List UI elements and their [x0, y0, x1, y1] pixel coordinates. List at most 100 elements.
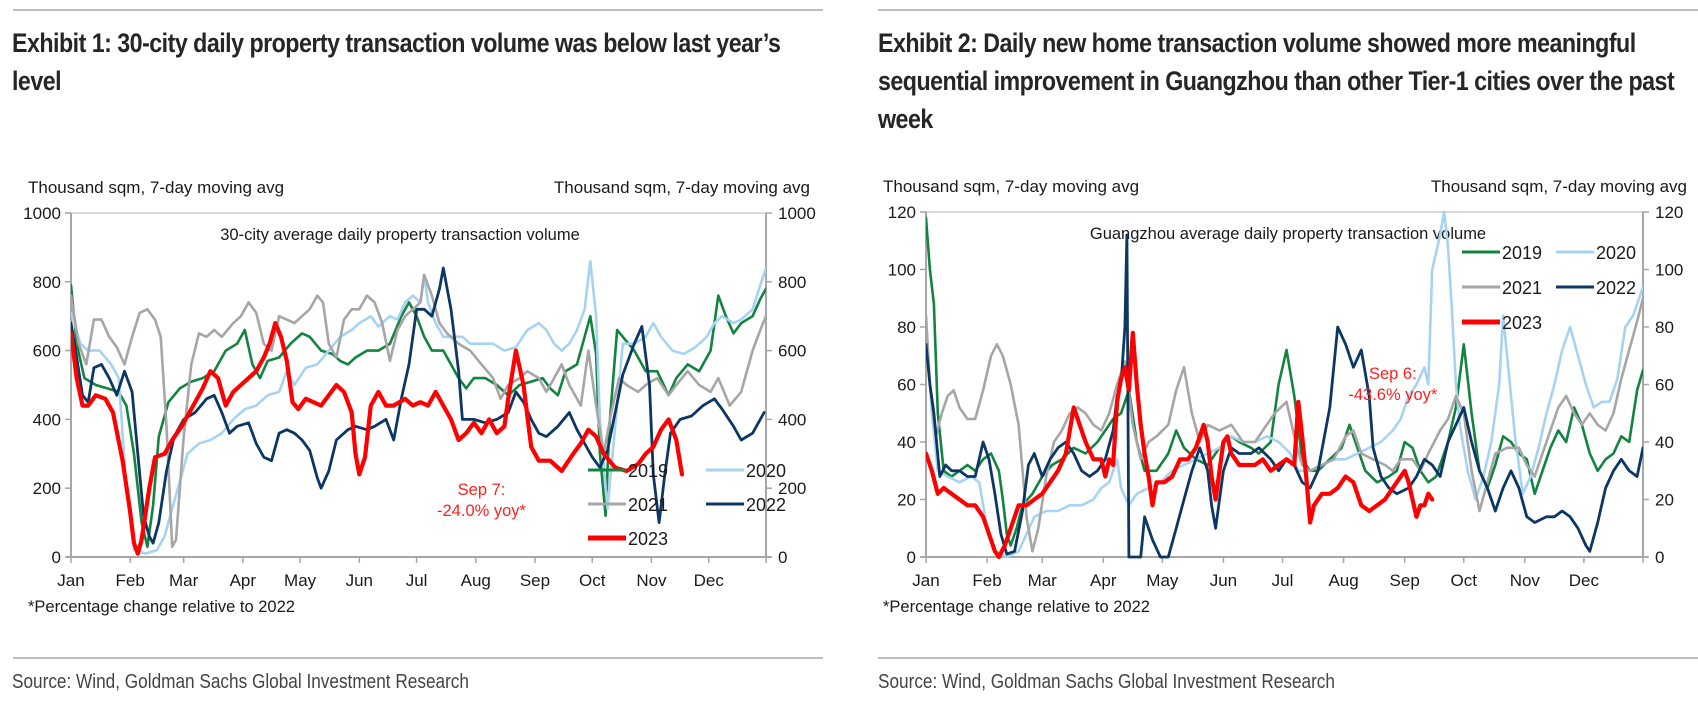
exhibit-1-source: Source: Wind, Goldman Sachs Global Inves… — [12, 671, 469, 693]
legend-item-2021: 2021 — [1462, 278, 1542, 298]
yoy-annotation: Sep 6: — [1369, 365, 1417, 383]
right-y-tick-label: 200 — [778, 479, 806, 498]
right-axis-title: Thousand sqm, 7-day moving avg — [554, 178, 810, 197]
series-line-2021 — [71, 273, 766, 548]
top-divider — [878, 9, 1698, 11]
x-tick-label: Mar — [169, 571, 199, 590]
series-line-2019 — [926, 216, 1643, 547]
x-tick-label: Jul — [1272, 571, 1294, 590]
legend-label-2021: 2021 — [628, 495, 668, 515]
left-y-tick-label: 60 — [897, 376, 916, 395]
left-y-tick-label: 200 — [33, 479, 61, 498]
left-y-tick-label: 800 — [33, 273, 61, 292]
legend-label-2019: 2019 — [1502, 243, 1542, 263]
legend-label-2020: 2020 — [1596, 243, 1636, 263]
exhibit-2-title: Exhibit 2: Daily new home transaction vo… — [878, 28, 1675, 134]
legend-item-2020: 2020 — [706, 461, 786, 481]
legend-label-2023: 2023 — [1502, 313, 1542, 333]
left-axis-title: Thousand sqm, 7-day moving avg — [28, 178, 284, 197]
x-tick-label: Apr — [1090, 571, 1117, 590]
right-y-tick-label: 120 — [1655, 203, 1683, 222]
left-y-tick-label: 40 — [897, 433, 916, 452]
x-tick-label: Aug — [1328, 571, 1358, 590]
x-tick-label: Jan — [912, 571, 939, 590]
exhibit-2-chart: Thousand sqm, 7-day moving avg Thousand s… — [883, 177, 1687, 616]
left-y-tick-label: 600 — [33, 342, 61, 361]
right-y-tick-label: 80 — [1655, 318, 1674, 337]
right-y-tick-label: 100 — [1655, 261, 1683, 280]
footnote: *Percentage change relative to 2022 — [28, 598, 295, 616]
right-y-tick-label: 400 — [778, 410, 806, 429]
x-tick-label: Feb — [972, 571, 1001, 590]
x-tick-label: Sep — [1390, 571, 1420, 590]
left-y-tick-label: 400 — [33, 410, 61, 429]
x-tick-label: Dec — [694, 571, 725, 590]
legend-label-2022: 2022 — [746, 495, 786, 515]
x-tick-label: Jan — [57, 571, 84, 590]
legend-item-2023: 2023 — [588, 529, 668, 549]
series-line-2022 — [926, 233, 1643, 559]
right-axis-title: Thousand sqm, 7-day moving avg — [1431, 177, 1687, 196]
exhibit-1-chart: Thousand sqm, 7-day moving avg Thousand s… — [23, 178, 816, 616]
x-tick-label: May — [284, 571, 317, 590]
legend-item-2023: 2023 — [1462, 313, 1542, 333]
x-tick-label: Oct — [1451, 571, 1478, 590]
x-tick-label: Dec — [1569, 571, 1600, 590]
exhibit-2-source: Source: Wind, Goldman Sachs Global Inves… — [878, 671, 1335, 693]
left-y-tick-label: 80 — [897, 318, 916, 337]
left-y-tick-label: 0 — [52, 548, 61, 567]
x-tick-label: Apr — [230, 571, 257, 590]
right-y-tick-label: 0 — [778, 548, 787, 567]
legend-item-2019: 2019 — [1462, 243, 1542, 263]
right-y-tick-label: 1000 — [778, 204, 816, 223]
top-divider — [13, 9, 823, 11]
exhibit-1-title: Exhibit 1: 30-city daily property transa… — [12, 28, 781, 96]
left-y-tick-label: 20 — [897, 491, 916, 510]
legend-item-2021: 2021 — [588, 495, 668, 515]
x-tick-label: Sep — [520, 571, 550, 590]
right-y-tick-label: 0 — [1655, 548, 1664, 567]
yoy-annotation: Sep 7: — [458, 481, 506, 499]
x-tick-label: Jun — [346, 571, 373, 590]
series-line-2021 — [926, 297, 1643, 553]
legend-label-2021: 2021 — [1502, 278, 1542, 298]
chart-inner-title: 30-city average daily property transacti… — [220, 226, 580, 244]
x-tick-label: Nov — [1510, 571, 1541, 590]
yoy-annotation: -43.6% yoy* — [1348, 386, 1438, 404]
chart-inner-title: Guangzhou average daily property transac… — [1090, 225, 1486, 243]
yoy-annotation: -24.0% yoy* — [437, 502, 527, 520]
legend-label-2022: 2022 — [1596, 278, 1636, 298]
legend-label-2023: 2023 — [628, 529, 668, 549]
bottom-divider — [13, 657, 823, 659]
series-line-2020 — [926, 210, 1643, 559]
right-y-tick-label: 20 — [1655, 491, 1674, 510]
legend-item-2019: 2019 — [588, 461, 668, 481]
left-y-tick-label: 120 — [888, 203, 916, 222]
left-y-tick-label: 0 — [907, 548, 916, 567]
legend-item-2020: 2020 — [1556, 243, 1636, 263]
series-line-2023 — [926, 330, 1435, 559]
right-y-tick-label: 40 — [1655, 433, 1674, 452]
footnote: *Percentage change relative to 2022 — [883, 598, 1150, 616]
legend-item-2022: 2022 — [706, 495, 786, 515]
exhibit-2-panel: Exhibit 2: Daily new home transaction vo… — [868, 0, 1698, 703]
x-tick-label: Jun — [1210, 571, 1237, 590]
x-tick-label: Nov — [636, 571, 667, 590]
legend-label-2019: 2019 — [628, 461, 668, 481]
x-tick-label: Oct — [579, 571, 606, 590]
bottom-divider — [878, 657, 1698, 659]
right-y-tick-label: 60 — [1655, 376, 1674, 395]
right-y-tick-label: 600 — [778, 342, 806, 361]
x-tick-label: Feb — [116, 571, 145, 590]
legend-label-2020: 2020 — [746, 461, 786, 481]
left-axis-title: Thousand sqm, 7-day moving avg — [883, 177, 1139, 196]
left-y-tick-label: 1000 — [23, 204, 61, 223]
x-tick-label: Aug — [461, 571, 491, 590]
left-y-tick-label: 100 — [888, 261, 916, 280]
right-y-tick-label: 800 — [778, 273, 806, 292]
x-tick-label: Jul — [406, 571, 428, 590]
legend-item-2022: 2022 — [1556, 278, 1636, 298]
series-line-2023 — [71, 321, 685, 556]
exhibit-1-panel: Exhibit 1: 30-city daily property transa… — [0, 0, 840, 703]
x-tick-label: May — [1146, 571, 1179, 590]
